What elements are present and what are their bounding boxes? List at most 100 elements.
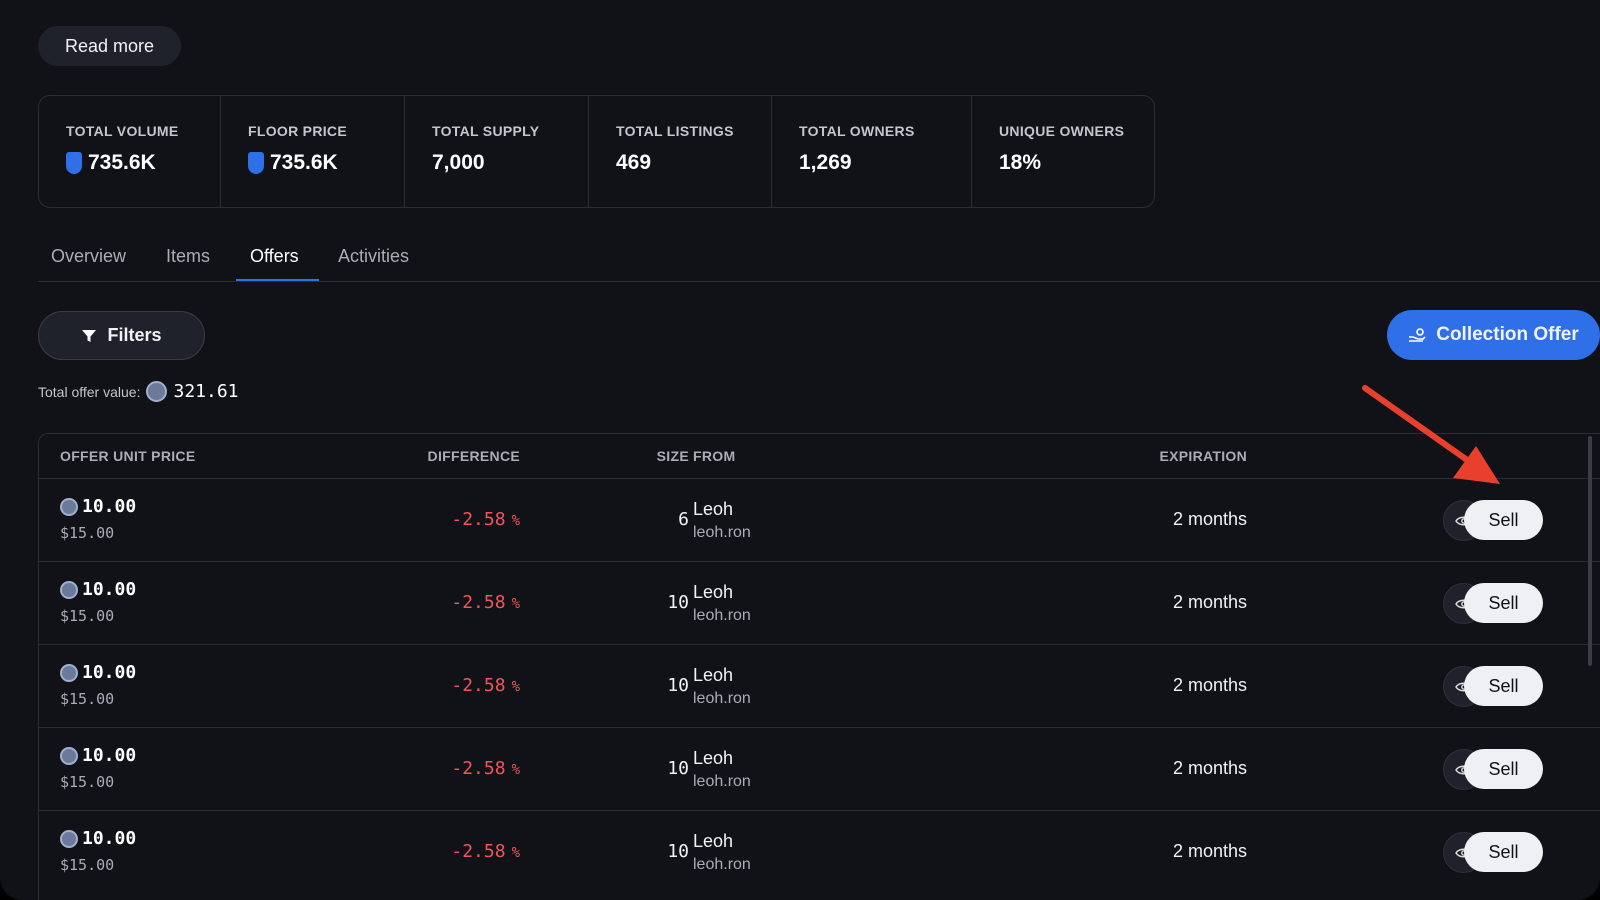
stat-label: TOTAL SUPPLY <box>432 123 540 139</box>
size: 10 <box>667 758 689 779</box>
tab-divider <box>38 281 1600 282</box>
difference: -2.58% <box>451 841 520 862</box>
collection-offer-button[interactable]: Collection Offer <box>1387 310 1600 360</box>
expiration: 2 months <box>1172 509 1247 529</box>
difference: -2.58% <box>451 509 520 530</box>
stat-value: 7,000 <box>432 151 485 174</box>
scrollbar <box>1588 436 1592 666</box>
price: 10.00 <box>60 579 136 600</box>
sell-button[interactable]: Sell <box>1464 749 1543 789</box>
size: 10 <box>667 675 689 696</box>
size: 10 <box>667 841 689 862</box>
column-header: DIFFERENCE <box>427 448 520 464</box>
tab[interactable]: Offers <box>250 246 299 266</box>
stat-value: 735.6K <box>270 151 338 174</box>
from-handle: leoh.ron <box>693 856 751 873</box>
ron-icon <box>66 152 82 174</box>
coin-icon <box>146 381 168 402</box>
price-value: 10.00 <box>82 496 137 517</box>
offers-table: OFFER UNIT PRICE DIFFERENCE SIZE FROM EXPIRA… <box>38 433 1600 900</box>
tab[interactable]: Overview <box>51 246 127 266</box>
sell-button[interactable]: Sell <box>1464 500 1543 540</box>
price: 10.00 <box>60 828 136 849</box>
column-header: SIZE <box>656 448 689 464</box>
difference-unit: % <box>511 762 520 778</box>
stat-cell: TOTAL OWNERS 1,269 <box>772 96 972 207</box>
size: 6 <box>678 509 689 530</box>
difference-unit: % <box>511 596 520 612</box>
size: 10 <box>667 592 689 613</box>
filter-icon <box>82 329 97 342</box>
expiration: 2 months <box>1172 675 1247 695</box>
stat-cell: FLOOR PRICE 735.6K <box>221 96 405 207</box>
expiration: 2 months <box>1172 841 1247 861</box>
difference-value: -2.58 <box>451 758 506 779</box>
difference-value: -2.58 <box>451 509 506 530</box>
stat-value: 18% <box>999 151 1042 174</box>
offer-icon <box>1409 328 1426 342</box>
total-offer: Total offer value: 321.61 <box>38 381 239 402</box>
stat-cell: UNIQUE OWNERS 18% <box>972 96 1156 207</box>
stat-value-row: 7,000 <box>432 151 485 175</box>
from-handle: leoh.ron <box>693 773 751 790</box>
usd-value: $15.00 <box>60 524 115 542</box>
tab[interactable]: Activities <box>338 246 410 266</box>
price: 10.00 <box>60 745 136 766</box>
usd-value: $15.00 <box>60 607 115 625</box>
from-name: Leoh <box>693 499 734 519</box>
from-handle: leoh.ron <box>693 607 751 624</box>
stat-cell: TOTAL LISTINGS 469 <box>589 96 772 207</box>
stat-value-row: 735.6K <box>248 151 338 175</box>
table-row: 10.00 $15.00 -2.58% 10 Leoh leoh.ron 2 months S… <box>39 727 1600 810</box>
stat-cell: TOTAL VOLUME 735.6K <box>39 96 221 207</box>
price: 10.00 <box>60 662 136 683</box>
column-header: FROM <box>693 448 736 464</box>
stat-value-row: 469 <box>616 151 651 175</box>
from-name: Leoh <box>693 665 734 685</box>
expiration: 2 months <box>1172 758 1247 778</box>
from-handle: leoh.ron <box>693 524 751 541</box>
stat-label: TOTAL OWNERS <box>799 123 915 139</box>
stat-cell: TOTAL SUPPLY 7,000 <box>405 96 589 207</box>
filters-button[interactable]: Filters <box>38 311 205 360</box>
total-offer-label: Total offer value: <box>38 383 141 400</box>
difference-value: -2.58 <box>451 592 506 613</box>
price-value: 10.00 <box>82 579 137 600</box>
sell-button[interactable]: Sell <box>1464 832 1543 872</box>
price: 10.00 <box>60 496 136 517</box>
from-name: Leoh <box>693 748 734 768</box>
difference: -2.58% <box>451 592 520 613</box>
difference-value: -2.58 <box>451 675 506 696</box>
sell-button[interactable]: Sell <box>1464 666 1543 706</box>
table-row: 10.00 $15.00 -2.58% 10 Leoh leoh.ron 2 months S… <box>39 644 1600 727</box>
price-value: 10.00 <box>82 745 137 766</box>
read-more-button[interactable]: Read more <box>38 26 181 66</box>
usd-value: $15.00 <box>60 690 115 708</box>
ron-icon <box>248 152 264 174</box>
sell-button[interactable]: Sell <box>1464 583 1543 623</box>
difference-unit: % <box>511 679 520 695</box>
price-value: 10.00 <box>82 828 137 849</box>
annotation-arrow <box>1362 385 1500 484</box>
tab-underline <box>236 279 319 282</box>
stats-panel: TOTAL VOLUME 735.6K FLOOR PRICE 735.6K TOTAL… <box>38 95 1155 208</box>
stat-value: 735.6K <box>88 151 156 174</box>
stat-value-row: 1,269 <box>799 151 852 175</box>
coin-icon <box>60 746 78 765</box>
tab[interactable]: Items <box>166 246 211 266</box>
usd-value: $15.00 <box>60 773 115 791</box>
stat-value: 469 <box>616 151 652 174</box>
price-value: 10.00 <box>82 662 137 683</box>
stat-label: FLOOR PRICE <box>248 123 347 139</box>
difference-unit: % <box>511 845 520 861</box>
collection-offer-label: Collection Offer <box>1436 324 1579 345</box>
coin-icon <box>60 829 78 848</box>
table-row: 10.00 $15.00 -2.58% 6 Leoh leoh.ron 2 months Se… <box>39 478 1600 561</box>
expiration: 2 months <box>1172 592 1247 612</box>
difference-value: -2.58 <box>451 841 506 862</box>
column-header: EXPIRATION <box>1159 448 1247 464</box>
filters-label: Filters <box>107 325 162 345</box>
stat-value-row: 735.6K <box>66 151 156 175</box>
from-handle: leoh.ron <box>693 690 751 707</box>
